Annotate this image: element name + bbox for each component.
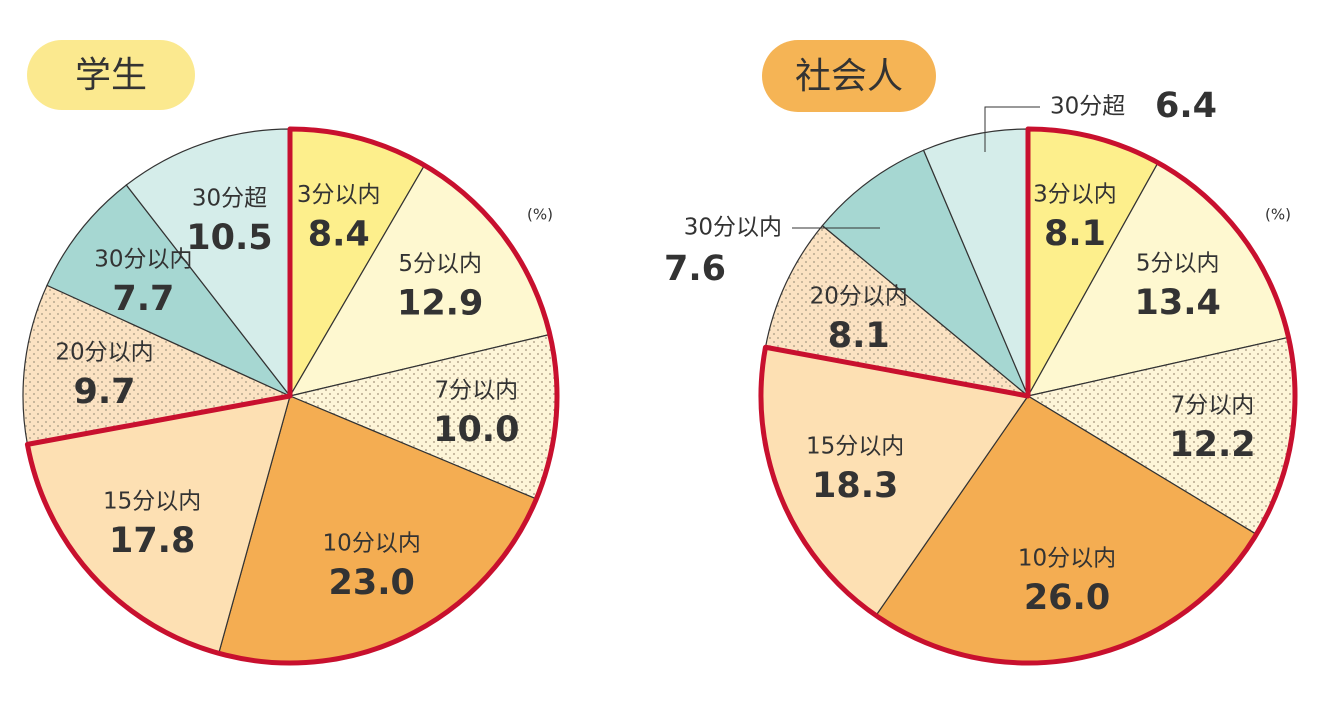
- value-label: 7.6: [664, 249, 726, 289]
- unit-label: (%): [527, 206, 553, 224]
- category-label: 10分以内: [1018, 545, 1116, 571]
- value-label: 26.0: [1024, 578, 1110, 618]
- category-label: 30分超: [192, 186, 267, 212]
- pie-slice: [125, 128, 291, 398]
- chart-title: 社会人: [795, 56, 903, 97]
- value-label: 10.0: [433, 410, 519, 450]
- category-label: 5分以内: [1136, 251, 1220, 277]
- category-label: 15分以内: [806, 434, 904, 460]
- value-label: 23.0: [329, 563, 415, 603]
- value-label: 9.7: [73, 372, 135, 412]
- title-badge: [762, 40, 936, 112]
- unit-label: (%): [1265, 206, 1291, 224]
- value-label: 12.2: [1169, 425, 1255, 465]
- pie-slice: [821, 149, 1029, 397]
- leader-line: [984, 106, 1040, 152]
- value-label: 18.3: [812, 466, 898, 506]
- category-label: 10分以内: [323, 531, 421, 557]
- highlight-outline: [24, 126, 560, 666]
- value-label: 8.1: [1044, 214, 1106, 254]
- pie-slice: [764, 224, 1031, 398]
- category-label: 7分以内: [434, 378, 518, 404]
- pie-slice: [22, 284, 292, 446]
- value-label: 7.7: [112, 279, 174, 319]
- value-label: 8.1: [828, 316, 890, 356]
- value-label: 13.4: [1135, 283, 1221, 323]
- value-label: 17.8: [109, 521, 195, 561]
- category-label: 30分超: [1050, 94, 1125, 120]
- category-label: 3分以内: [1033, 182, 1117, 208]
- category-label: 7分以内: [1171, 393, 1255, 419]
- value-label: 6.4: [1155, 86, 1217, 126]
- value-label: 10.5: [186, 218, 272, 258]
- category-label: 5分以内: [398, 251, 482, 277]
- pie-slice: [46, 184, 291, 397]
- value-label: 8.4: [308, 215, 370, 255]
- category-label: 15分以内: [103, 489, 201, 515]
- category-label: 3分以内: [297, 182, 381, 208]
- category-label: 20分以内: [55, 340, 153, 366]
- chart-title: 学生: [75, 55, 147, 96]
- value-label: 12.9: [397, 284, 483, 324]
- category-label: 30分以内: [94, 247, 192, 273]
- title-badge: [27, 40, 195, 110]
- highlight-outline: [758, 126, 1298, 666]
- category-label: 20分以内: [810, 283, 908, 309]
- category-label: 30分以内: [684, 215, 782, 241]
